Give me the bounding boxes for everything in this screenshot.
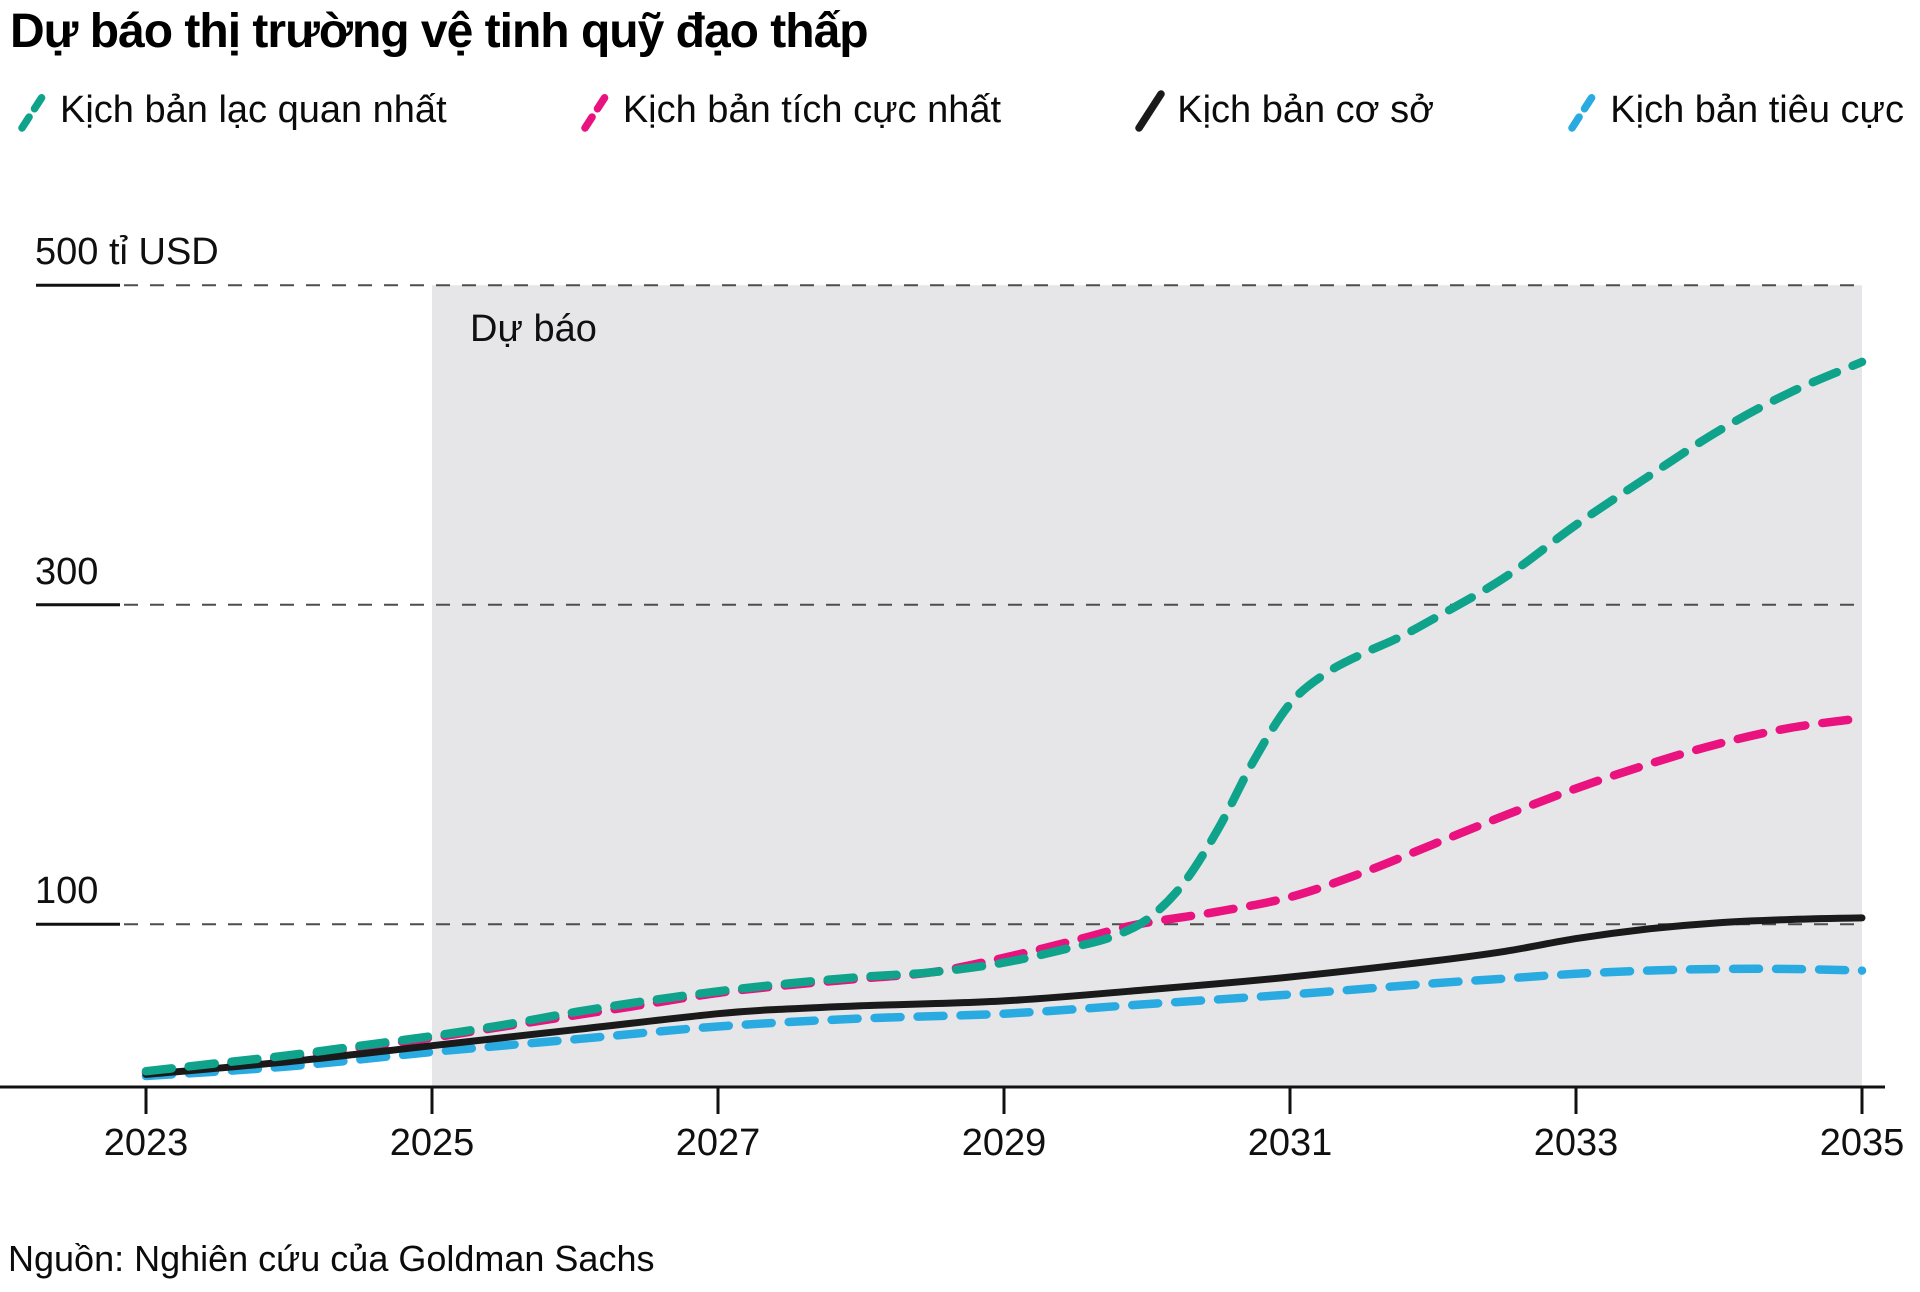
legend: Kịch bản lạc quan nhất Kịch bản tích cực… [18, 84, 1904, 136]
legend-item-negative: Kịch bản tiêu cực [1568, 85, 1904, 135]
legend-line-icon [18, 90, 48, 132]
legend-item-label: Kịch bản tiêu cực [1610, 88, 1904, 131]
legend-item-label: Kịch bản cơ sở [1177, 88, 1435, 131]
legend-item-label: Kịch bản lạc quan nhất [60, 88, 447, 131]
legend-item-label: Kịch bản tích cực nhất [622, 88, 1002, 131]
source-text: Nguồn: Nghiên cứu của Goldman Sachs [8, 1238, 655, 1279]
series-line-base [142, 914, 1866, 1078]
page-title: Dự báo thị trường vệ tinh quỹ đạo thấp [10, 5, 869, 58]
legend-line-icon [1135, 90, 1165, 132]
legend-item-positive: Kịch bản tích cực nhất [581, 85, 1001, 135]
legend-line-icon [1568, 90, 1599, 132]
series-line-negative [141, 964, 1867, 1081]
series-line-positive [141, 713, 1867, 1078]
legend-line-icon [581, 90, 611, 132]
legend-item-base: Kịch bản cơ sở [1135, 85, 1434, 135]
series-line-optimistic [141, 357, 1867, 1076]
legend-item-optimistic: Kịch bản lạc quan nhất [18, 85, 447, 135]
forecast-region [432, 285, 1862, 1087]
